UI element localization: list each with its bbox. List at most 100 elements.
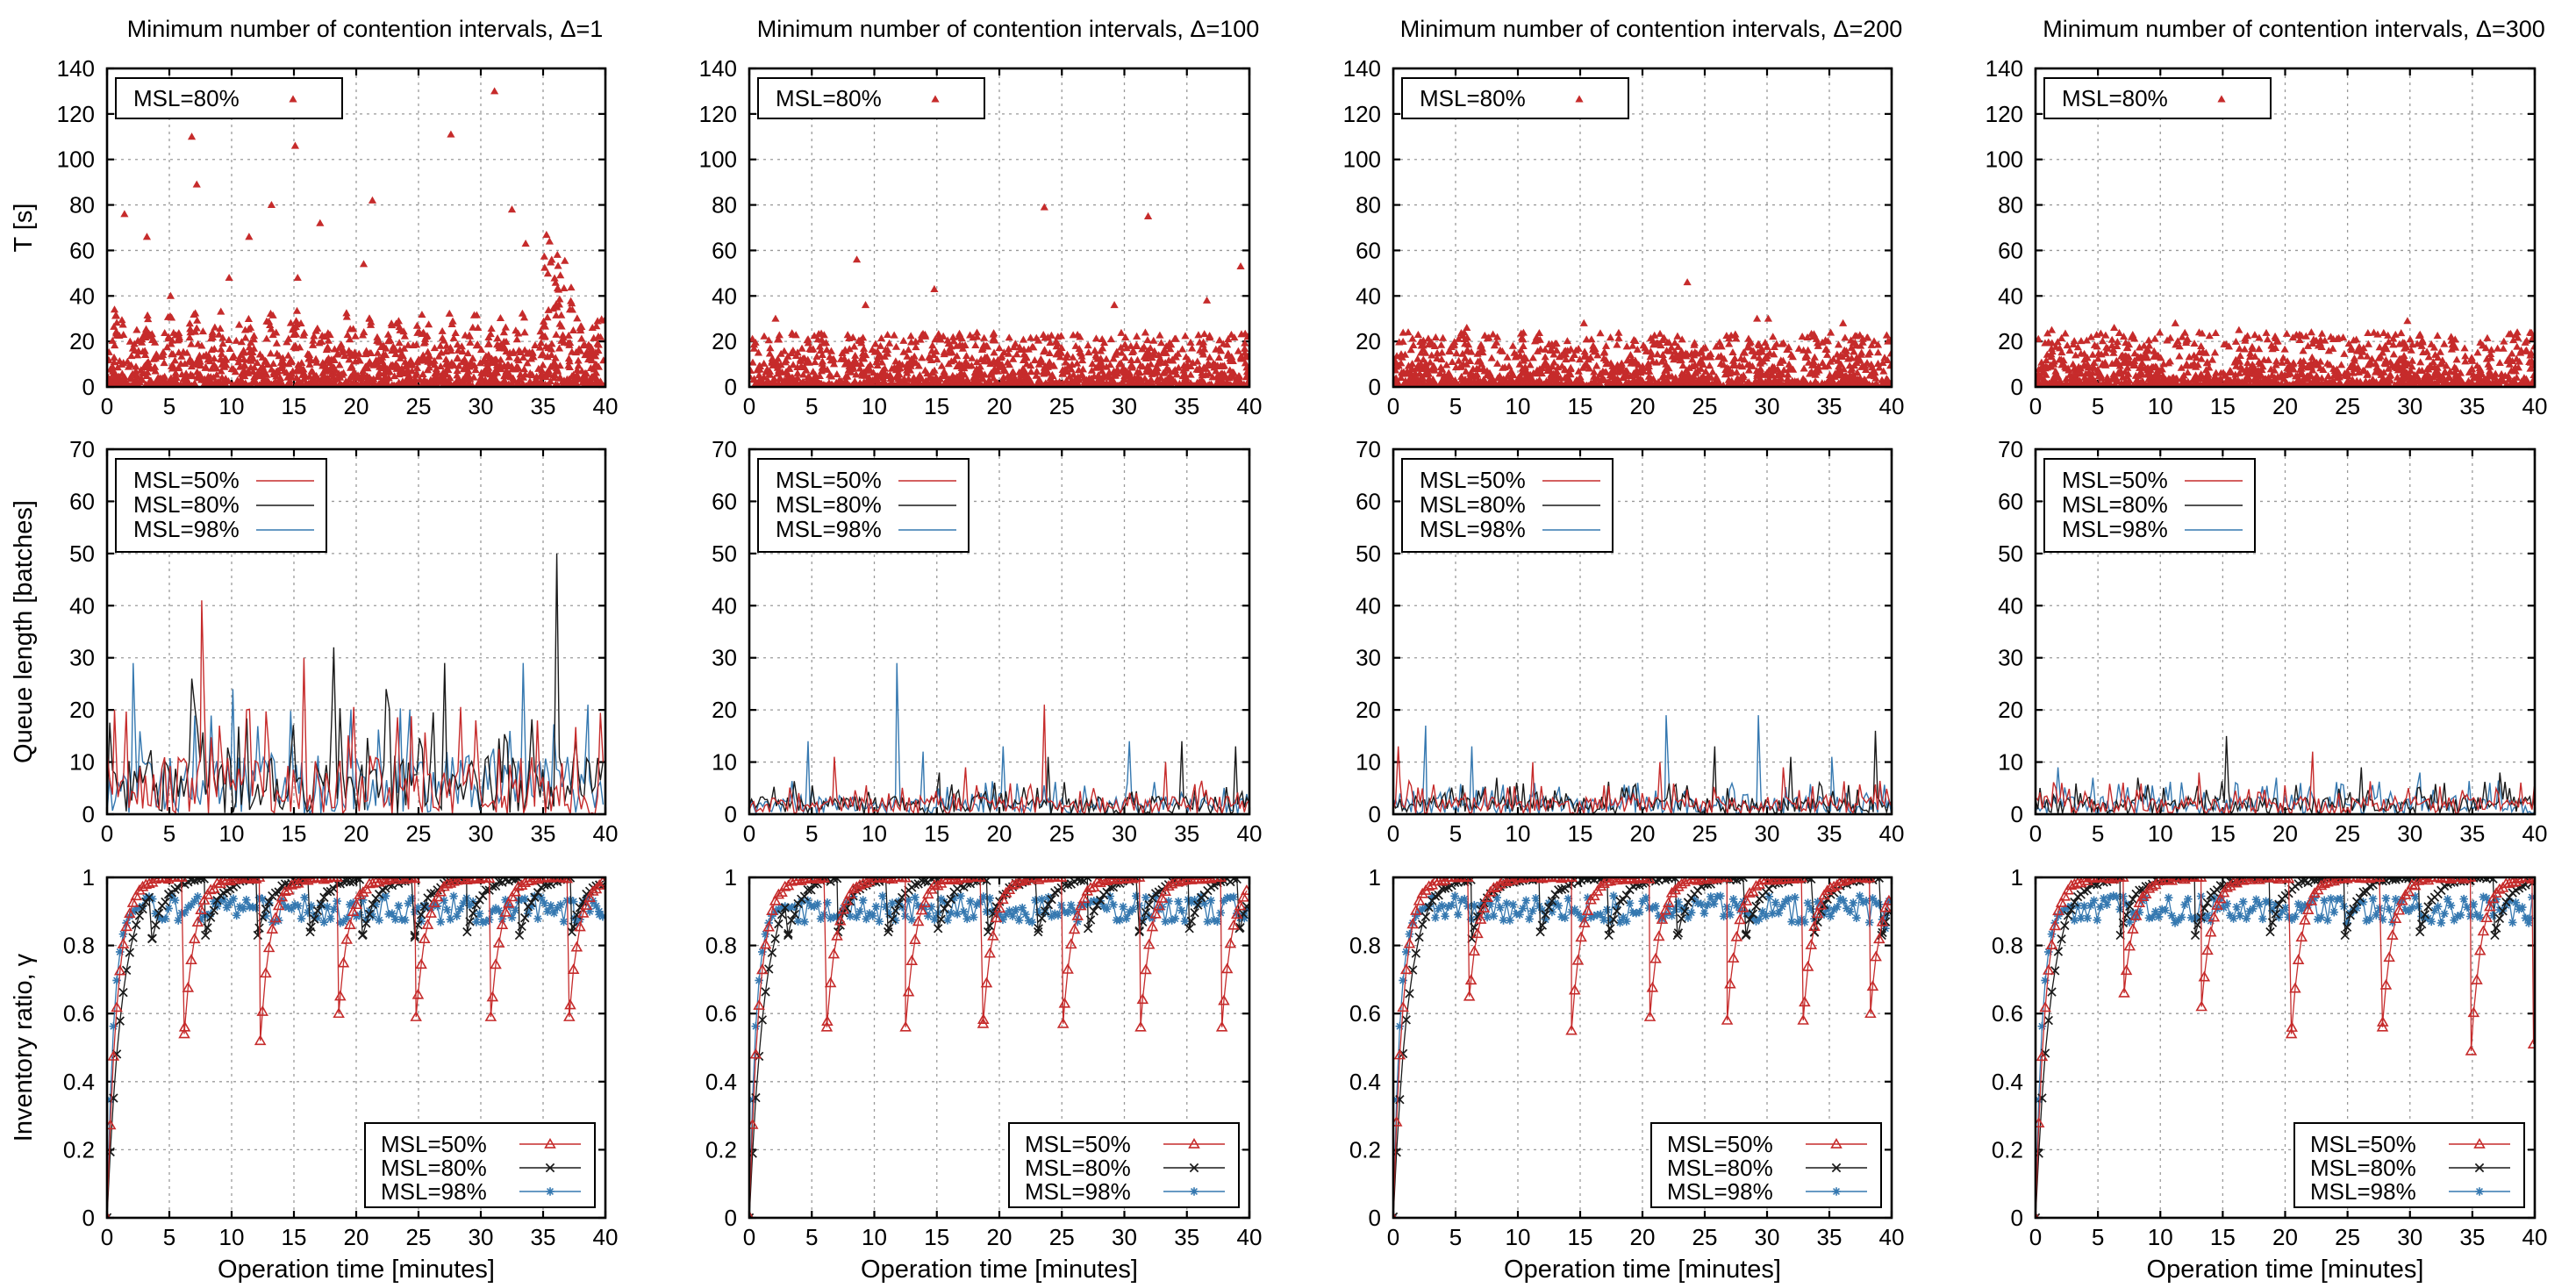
- data-point: [549, 358, 559, 366]
- data-point: [1856, 382, 1862, 387]
- y-tick-label: 100: [1986, 147, 2023, 173]
- data-point: [1034, 336, 1043, 344]
- data-point: [138, 376, 147, 383]
- data-point: [169, 328, 178, 336]
- data-point: [1424, 334, 1433, 342]
- data-point: [1020, 350, 1028, 358]
- data-point: [1696, 364, 1706, 372]
- data-point: [197, 341, 206, 349]
- data-point: [1622, 342, 1631, 350]
- data-point: [272, 339, 281, 347]
- data-point: [236, 382, 243, 387]
- data-point: [784, 352, 792, 360]
- data-point: [399, 327, 408, 335]
- data-point: [1520, 354, 1528, 361]
- data-point: [825, 382, 831, 387]
- data-point: [111, 327, 121, 335]
- data-point: [218, 333, 227, 341]
- data-point: [1445, 374, 1454, 382]
- data-point: [134, 347, 143, 354]
- data-point: [1766, 382, 1773, 387]
- data-point: [132, 372, 142, 380]
- data-point: [1027, 368, 1035, 376]
- data-point: [1206, 332, 1214, 340]
- data-point: [1206, 353, 1214, 361]
- data-point: [1006, 373, 1016, 381]
- data-point: [107, 355, 113, 363]
- data-point: [1212, 367, 1220, 375]
- x-tick-label: 5: [1449, 393, 1462, 419]
- data-point: [1873, 340, 1883, 348]
- data-point: [1661, 382, 1667, 387]
- data-point: [1858, 338, 1867, 346]
- data-point: [871, 375, 880, 383]
- data-point: [382, 375, 390, 383]
- data-point: [932, 382, 939, 387]
- data-point: [990, 329, 998, 337]
- data-point: [1659, 333, 1669, 341]
- data-point: [1438, 333, 1448, 341]
- data-point: [1555, 353, 1564, 361]
- data-point: [521, 240, 530, 247]
- data-point: [540, 322, 550, 330]
- data-point: [133, 351, 142, 359]
- data-point: [1557, 361, 1566, 369]
- legend: MSL=80%: [115, 77, 343, 119]
- data-point: [1769, 333, 1778, 340]
- data-point: [201, 376, 210, 383]
- data-point: [1056, 381, 1064, 387]
- data-point: [937, 361, 946, 369]
- data-point: [1865, 347, 1874, 356]
- data-point: [1448, 357, 1456, 366]
- data-point: [1662, 360, 1671, 368]
- ylabel-Q: Queue length [batches]: [10, 500, 38, 763]
- data-point: [848, 333, 857, 341]
- data-point: [1480, 331, 1489, 339]
- data-point: [868, 380, 876, 387]
- x-tick-label: 5: [2092, 393, 2104, 419]
- data-point: [553, 366, 562, 374]
- data-point: [883, 349, 892, 357]
- data-point: [324, 329, 333, 337]
- data-point: [186, 370, 195, 378]
- data-point: [1765, 348, 1774, 356]
- data-point: [495, 365, 504, 373]
- data-point: [1177, 382, 1184, 387]
- data-point: [594, 340, 603, 348]
- data-point: [369, 361, 378, 369]
- data-point: [218, 349, 226, 357]
- data-point: [773, 354, 783, 362]
- data-point: [140, 369, 149, 377]
- data-point: [466, 338, 475, 346]
- data-point: [448, 317, 457, 325]
- data-point: [539, 361, 547, 369]
- data-point: [519, 353, 528, 361]
- data-point: [317, 337, 326, 345]
- data-point: [550, 274, 559, 282]
- data-point: [244, 355, 254, 363]
- data-point: [560, 283, 569, 291]
- data-point: [1731, 330, 1740, 338]
- legend-box: [757, 77, 985, 119]
- data-point: [535, 343, 545, 351]
- data-point: [1393, 382, 1400, 387]
- y-tick-label: 140: [1986, 55, 2023, 82]
- data-point: [363, 377, 372, 385]
- data-point: [110, 322, 118, 330]
- data-point: [152, 350, 161, 358]
- data-point: [225, 335, 233, 343]
- legend-label-msl80: MSL=80%: [133, 85, 240, 111]
- data-point: [1617, 361, 1627, 369]
- data-point: [126, 361, 136, 369]
- data-point: [167, 313, 176, 321]
- data-point: [1046, 377, 1055, 385]
- data-point: [912, 382, 919, 387]
- data-point: [112, 318, 121, 326]
- data-point: [1476, 356, 1485, 364]
- data-point: [447, 130, 455, 138]
- data-point: [187, 362, 197, 370]
- data-point: [1102, 362, 1111, 370]
- data-point: [192, 180, 201, 188]
- data-point: [1712, 342, 1721, 350]
- data-point: [1688, 355, 1697, 363]
